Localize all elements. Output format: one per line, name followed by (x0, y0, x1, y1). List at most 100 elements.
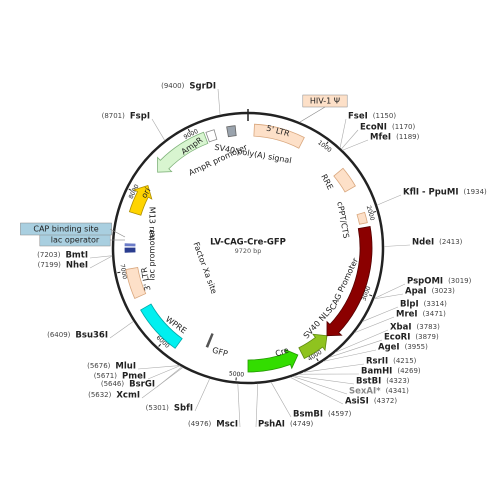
enzyme-position: (3314) (424, 300, 448, 308)
enzyme-position: (2413) (439, 238, 463, 246)
enzyme-name: FspI (130, 112, 150, 122)
enzyme-name: PspOMI (407, 277, 443, 287)
plasmid-size: 9720 bp (235, 247, 262, 255)
enzyme-position: (3019) (448, 277, 472, 285)
feature-label: M13 rev (148, 207, 157, 240)
cut-line (354, 316, 395, 334)
feature-label: Factor Xa site (191, 241, 218, 295)
enzyme-position: (4372) (374, 397, 398, 405)
gfp (247, 348, 299, 373)
enzyme-name: KflI - PpuMI (403, 188, 458, 198)
enzyme-name: XbaI (390, 323, 412, 333)
enzyme-name: SexAI* (349, 387, 381, 397)
enzyme-position: (5301) (146, 404, 170, 412)
feature-label: cPPT/CTS (335, 201, 350, 239)
enzyme-name: BlpI (400, 300, 419, 310)
ltr5 (253, 123, 305, 149)
tick-mark (325, 141, 329, 145)
cut-line (292, 376, 348, 395)
feature-label: 3' LTR (139, 266, 152, 291)
enzyme-position: (8701) (102, 112, 126, 120)
enzyme-position: (3023) (432, 287, 456, 295)
enzyme-name: MscI (216, 420, 238, 430)
callout-line (109, 228, 126, 238)
enzyme-position: (4976) (188, 420, 212, 428)
enzyme-name: EcoNI (360, 123, 387, 133)
enzyme-position: (4341) (386, 387, 410, 395)
cut-line (237, 383, 241, 428)
tick-mark (187, 128, 191, 133)
cut-line (376, 194, 402, 206)
enzyme-name: BsrGI (129, 380, 155, 390)
enzyme-name: BsmBI (293, 410, 323, 420)
enzyme-name: FseI (348, 112, 368, 122)
tick-mark (372, 211, 377, 213)
enzyme-name: BstBI (356, 377, 381, 387)
cut-line (109, 321, 134, 339)
tick-label: 7000 (118, 264, 128, 280)
enzyme-name: Bsu36I (75, 331, 108, 341)
enzyme-name: MreI (396, 310, 418, 320)
feature-label: lac promoter (148, 229, 157, 281)
enzyme-position: (3955) (405, 343, 429, 351)
cut-line (374, 283, 406, 299)
cut-line (303, 363, 365, 373)
enzyme-name: RsrII (366, 357, 388, 367)
feature-label: GFP (211, 346, 229, 359)
cut-line (328, 339, 383, 358)
factor-xa (205, 333, 214, 348)
feature-label: Cre (274, 345, 290, 358)
enzyme-position: (6409) (47, 331, 71, 339)
tick-label: 5000 (229, 370, 245, 378)
wpre (140, 303, 183, 349)
cre (298, 333, 328, 360)
enzyme-position: (4215) (393, 357, 417, 365)
cut-line (290, 377, 344, 405)
cut-line (383, 244, 411, 247)
callout-box (20, 222, 112, 236)
enzyme-name: SgrDI (189, 82, 216, 92)
enzyme-position: (7199) (38, 261, 62, 269)
plasmid-title: LV-CAG-Cre-GFP (210, 238, 286, 248)
enzyme-name: MluI (115, 362, 136, 372)
tick-mark (369, 294, 373, 297)
enzyme-position: (3471) (423, 310, 447, 318)
enzyme-position: (4749) (290, 420, 314, 428)
tick-mark (316, 358, 319, 362)
cut-line (255, 383, 259, 428)
cut-line (89, 255, 113, 269)
enzyme-position: (9400) (161, 82, 185, 90)
feature-label: lac operator (51, 236, 100, 245)
enzyme-name: XcmI (116, 391, 140, 401)
cut-line (341, 129, 359, 150)
enzyme-name: SbfI (174, 404, 193, 414)
enzyme-name: ApaI (405, 287, 427, 297)
enzyme-name: AsiSI (345, 397, 369, 407)
tick-mark (158, 343, 162, 347)
cut-line (147, 365, 181, 380)
feature-label: HIV-1 Ψ (310, 97, 340, 106)
ltr3 (125, 266, 147, 299)
enzyme-name: AgeI (378, 343, 400, 353)
cut-line (151, 118, 166, 141)
cut-line (335, 329, 389, 353)
cut-line (270, 381, 292, 418)
enzyme-position: (3879) (415, 333, 439, 341)
lac-operator (124, 247, 136, 253)
cut-line (194, 378, 211, 412)
cut-line (362, 306, 399, 322)
cag-promoter (326, 226, 373, 337)
enzyme-position: (1170) (392, 123, 416, 131)
enzyme-position: (5671) (94, 372, 118, 380)
ori (128, 184, 153, 216)
cut-line (217, 88, 221, 115)
enzyme-position: (1150) (373, 112, 397, 120)
enzyme-position: (4323) (386, 377, 410, 385)
enzyme-name: MfeI (370, 133, 391, 143)
cut-line (374, 293, 404, 300)
cut-line (323, 349, 377, 362)
cut-line (89, 255, 113, 259)
enzyme-name: PmeI (122, 372, 146, 382)
feature-label: RRE (319, 173, 335, 192)
